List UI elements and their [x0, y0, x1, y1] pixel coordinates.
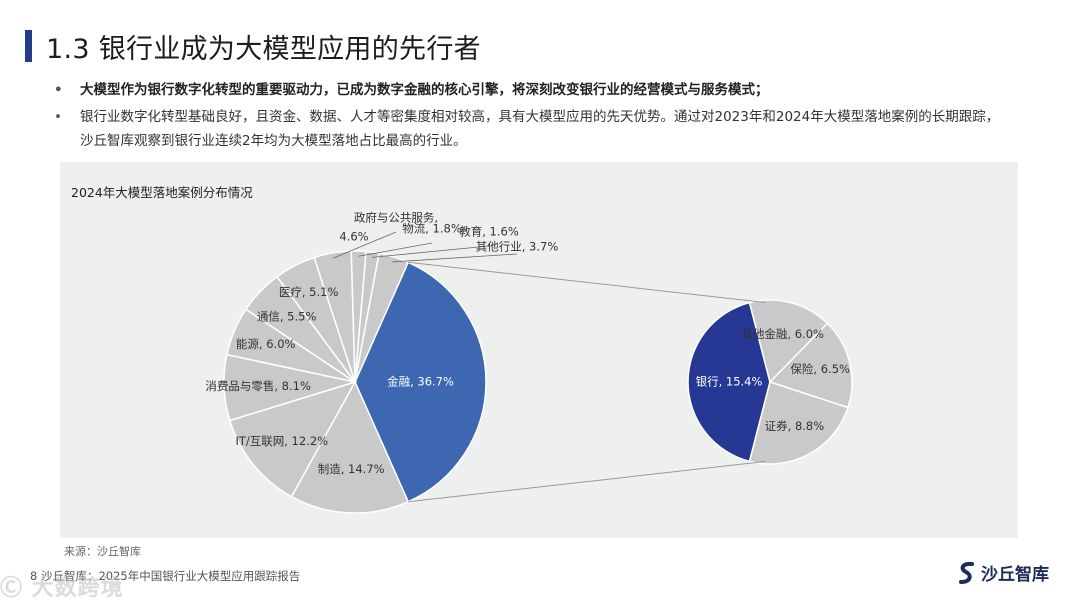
bullet-text: 大模型作为银行数字化转型的重要驱动力，已成为数字金融的核心引擎，将深刻改变银行业… [80, 82, 769, 98]
logo-icon [959, 561, 974, 584]
bullet-text: 银行业数字化转型基础良好，且资金、数据、人才等密集度相对较高，具有大模型应用的先… [80, 109, 1000, 149]
bullet-item: • 大模型作为银行数字化转型的重要驱动力，已成为数字金融的核心引擎，将深刻改变银… [52, 78, 1012, 102]
data-label: 4.6% [339, 230, 368, 244]
title-accent-bar [25, 30, 32, 62]
data-label: 消费品与零售, 8.1% [205, 379, 311, 393]
leader-line [358, 242, 433, 257]
pie-slice [354, 261, 487, 503]
page-title: 1.3 银行业成为大模型应用的先行者 [46, 34, 481, 65]
data-label: 其他金融, 6.0% [741, 327, 824, 341]
data-label: 医疗, 5.1% [279, 285, 339, 299]
source-note: 来源：沙丘智库 [64, 545, 141, 558]
leader-line [371, 245, 490, 258]
pie-slice [290, 380, 410, 514]
footer-text: 8 沙丘智库：2025年中国银行业大模型应用跟踪报告 [30, 569, 301, 583]
bullet-dot: • [54, 109, 62, 125]
data-label: 证券, 8.8% [765, 419, 825, 433]
pie-slice [354, 252, 410, 383]
data-label: 其他行业, 3.7% [476, 240, 559, 254]
bullet-item: • 银行业数字化转型基础良好，且资金、数据、人才等密集度相对较高，具有大模型应用… [52, 105, 1012, 153]
data-label: 银行, 15.4% [696, 375, 763, 389]
leader-line [392, 253, 518, 263]
connector-line [408, 461, 766, 503]
bullet-list: • 大模型作为银行数字化转型的重要驱动力，已成为数字金融的核心引擎，将深刻改变银… [52, 78, 1012, 156]
data-label: 能源, 6.0% [236, 337, 296, 351]
pie-slice [228, 380, 357, 498]
logo-text: 沙丘智库 [981, 565, 1049, 585]
data-label: 金融, 36.7% [387, 375, 454, 389]
brand-logo: 沙丘智库 [958, 560, 1049, 585]
chart-title: 2024年大模型落地案例分布情况 [71, 185, 253, 200]
bullet-dot: • [54, 82, 63, 98]
data-label: 物流, 1.8% [402, 222, 462, 236]
sub-pie-slice [687, 301, 771, 463]
data-label: IT/互联网, 12.2% [235, 434, 328, 448]
sub-pie-slice [768, 322, 853, 409]
pie-of-pie-chart: 金融, 36.7% 制造, 14.7% IT/互联网, 12.2% 消费品与零售, 8… [205, 211, 853, 514]
leader-line [333, 231, 397, 259]
connector-line [408, 261, 766, 303]
watermark: Ⓒ 大数跨境 [0, 576, 124, 601]
data-label: 政府与公共服务, [354, 211, 438, 225]
sub-pie-slice [748, 381, 849, 465]
data-label: 制造, 14.7% [318, 462, 385, 476]
chart-panel: 2024年大模型落地案例分布情况 金融, 36.7% 制造, 14.7% IT/互联… [60, 162, 1018, 538]
data-label: 保险, 6.5% [790, 362, 850, 376]
data-label: 通信, 5.5% [257, 310, 317, 324]
data-label: 教育, 1.6% [459, 225, 519, 239]
